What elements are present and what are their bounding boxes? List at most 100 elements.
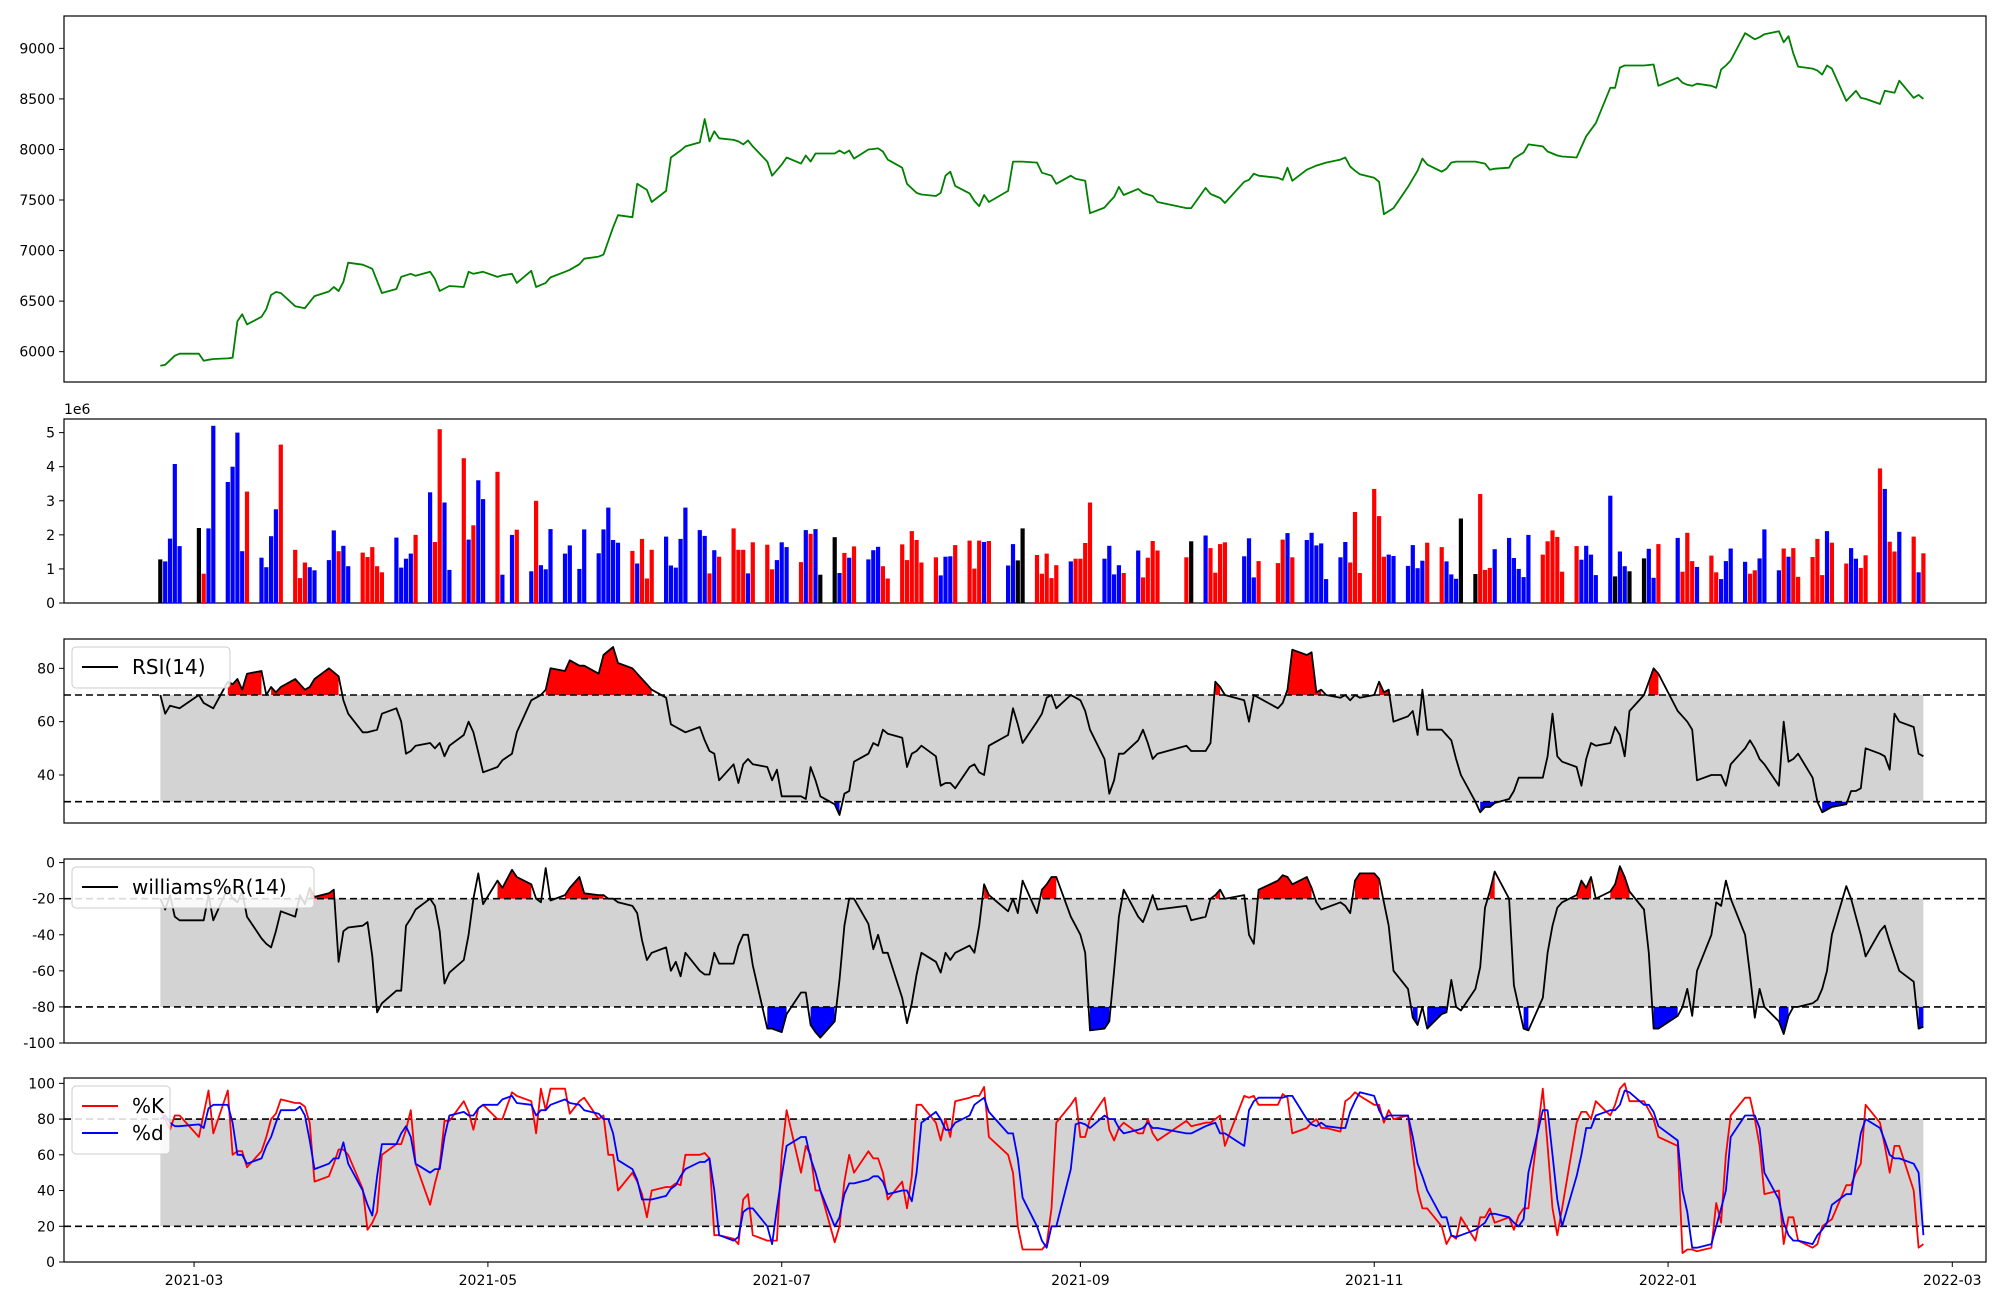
y-tick-label: 1: [46, 562, 55, 578]
volume-bar: [495, 471, 500, 603]
volume-bar: [842, 552, 847, 603]
volume-bar: [1102, 558, 1107, 603]
volume-bar: [1140, 577, 1146, 603]
volume-bar: [514, 529, 519, 603]
volume-bar: [1410, 545, 1415, 603]
volume-bar: [1054, 565, 1059, 603]
neutral-band: [160, 1119, 1924, 1227]
volume-bar: [1714, 572, 1719, 603]
volume-bar: [1010, 544, 1016, 603]
price-line: [160, 30, 1924, 367]
y-tick-label: 8500: [19, 92, 55, 108]
volume-bar: [1020, 528, 1025, 603]
volume-bar: [818, 574, 823, 603]
volume-bar: [206, 528, 211, 603]
volume-bar: [1145, 557, 1150, 603]
volume-bar: [442, 502, 447, 603]
legend-label: RSI(14): [132, 655, 206, 679]
volume-bar: [596, 553, 601, 603]
volume-bar: [1752, 570, 1757, 603]
stochastic-legend: [71, 1085, 171, 1155]
volume-bar: [1921, 553, 1926, 603]
volume-bar: [269, 536, 274, 603]
volume-bar: [885, 578, 890, 603]
volume-bar: [1728, 548, 1733, 603]
volume-bar: [644, 578, 649, 603]
volume-bar: [1762, 529, 1767, 603]
volume-bar: [1627, 571, 1632, 603]
volume-bar: [529, 571, 534, 603]
volume-bar: [1218, 544, 1223, 603]
volume-bar: [866, 559, 871, 603]
volume-bar: [1584, 545, 1589, 603]
volume-bar: [259, 557, 264, 603]
volume-bar: [1116, 565, 1121, 603]
rsi-line: [159, 646, 1924, 816]
stochastic-panel: 0 20 40 60 80 100 %K %d 2021-03 2021-05 2021-07 202…: [28, 1076, 1987, 1289]
x-tick-label: 2022-01: [1639, 1273, 1698, 1289]
volume-bar: [1776, 570, 1781, 603]
volume-bar: [736, 549, 741, 603]
axes-frame: [63, 15, 1987, 383]
volume-bar: [1213, 572, 1218, 603]
volume-bar: [697, 530, 702, 603]
volume-bar: [914, 540, 919, 603]
volume-bar: [1415, 568, 1420, 603]
volume-bar: [1651, 577, 1656, 603]
legend-label: williams%R(14): [132, 875, 287, 899]
volume-bar: [1680, 571, 1685, 603]
volume-bar: [1256, 561, 1261, 603]
volume-bar: [851, 546, 857, 603]
williams-r-legend: [71, 866, 315, 909]
y-tick-label: -40: [32, 928, 55, 944]
y-tick-label: 0: [46, 1255, 55, 1271]
y-tick-label: -100: [23, 1036, 55, 1052]
volume-bar: [1338, 557, 1343, 603]
volume-bar: [606, 507, 611, 603]
volume-bar: [375, 566, 380, 603]
volume-bar: [230, 466, 235, 603]
volume-bar: [1034, 555, 1040, 603]
y-tick-label: 80: [37, 1112, 55, 1128]
volume-bar: [1743, 561, 1748, 603]
volume-bar: [1449, 574, 1454, 603]
volume-bar: [379, 572, 384, 603]
volume-bar: [1112, 574, 1117, 603]
volume-bar: [1203, 535, 1208, 603]
volume-bar: [273, 509, 278, 603]
volume-bar: [264, 567, 269, 603]
volume-bar: [1304, 540, 1309, 603]
volume-bar: [399, 567, 404, 603]
volume-bar: [1454, 578, 1459, 603]
neutral-band: [160, 898, 1924, 1007]
volume-bar: [1709, 555, 1714, 603]
volume-bar: [447, 569, 452, 603]
volume-bar: [370, 547, 375, 603]
volume-bar: [1381, 556, 1386, 603]
y-tick-label: 5: [46, 426, 55, 442]
volume-bar: [1136, 550, 1141, 603]
y-tick-label: 60: [37, 1148, 55, 1164]
volume-bar: [1781, 548, 1786, 603]
volume-bar: [741, 549, 746, 603]
volume-bar: [1911, 536, 1916, 603]
volume-bar: [1309, 532, 1314, 603]
volume-bar: [1757, 558, 1762, 603]
volume-bar: [1319, 543, 1324, 603]
volume-bar: [331, 530, 336, 603]
volume-bar: [1087, 502, 1093, 603]
volume-bar: [986, 541, 991, 603]
volume-bar: [1482, 569, 1488, 603]
volume-bar: [798, 562, 804, 603]
volume-bar: [880, 566, 885, 603]
volume-bar: [500, 574, 505, 603]
volume-bar: [1858, 567, 1863, 603]
volume-bar: [1251, 577, 1256, 603]
volume-bar: [297, 578, 303, 603]
y-tick-label: 6000: [19, 345, 55, 361]
volume-bar: [1275, 563, 1280, 603]
y-tick-label: 2: [46, 528, 55, 544]
volume-bar: [774, 560, 779, 603]
volume-bar: [177, 546, 182, 603]
